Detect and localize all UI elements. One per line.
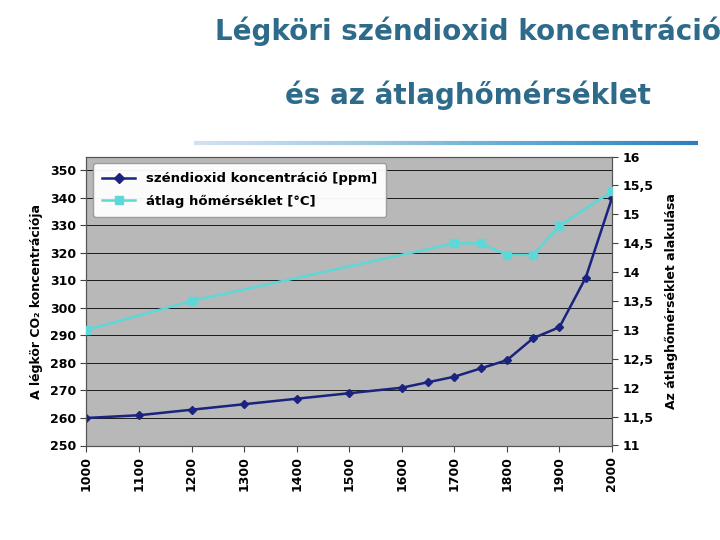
- Legend: széndioxid koncentráció [ppm], átlag hőmérséklet [°C]: széndioxid koncentráció [ppm], átlag hőm…: [93, 163, 386, 217]
- Y-axis label: A légkör CO₂ koncentrációja: A légkör CO₂ koncentrációja: [30, 204, 42, 399]
- Y-axis label: Az átlaghőmérséklet alakulása: Az átlaghőmérséklet alakulása: [665, 193, 678, 409]
- Text: és az átlaghőmérséklet: és az átlaghőmérséklet: [285, 81, 651, 111]
- Text: Légköri széndioxid koncentráció: Légköri széndioxid koncentráció: [215, 16, 720, 46]
- Text: 3: 3: [680, 509, 691, 526]
